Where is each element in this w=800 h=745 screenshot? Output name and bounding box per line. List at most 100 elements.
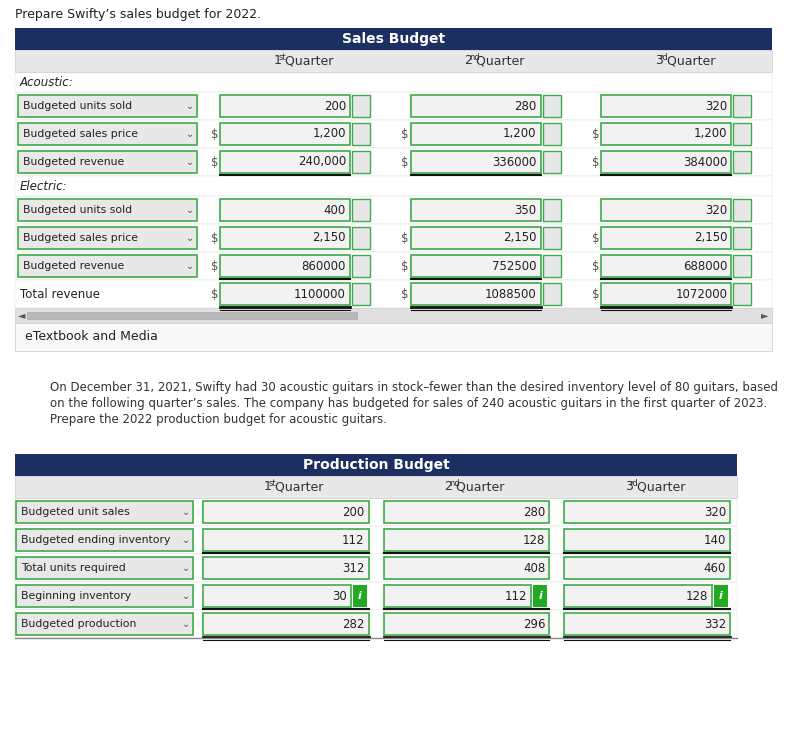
Bar <box>564 529 730 551</box>
Text: Quarter: Quarter <box>271 481 324 493</box>
Text: $: $ <box>401 232 409 244</box>
Text: 320: 320 <box>704 506 726 519</box>
Bar <box>602 95 731 117</box>
Text: Electric:: Electric: <box>20 180 68 192</box>
Text: st: st <box>268 478 276 487</box>
Bar <box>384 501 550 523</box>
Bar <box>15 582 737 610</box>
Text: 320: 320 <box>705 203 727 217</box>
Text: 200: 200 <box>342 506 365 519</box>
Text: 282: 282 <box>342 618 365 630</box>
Text: Acoustic:: Acoustic: <box>20 75 74 89</box>
Text: $: $ <box>401 288 409 300</box>
Text: $: $ <box>210 156 218 168</box>
Text: 320: 320 <box>705 100 727 112</box>
Bar <box>352 227 370 249</box>
Bar <box>18 95 197 117</box>
Text: 112: 112 <box>342 533 365 547</box>
Bar <box>542 95 561 117</box>
Bar <box>220 151 350 173</box>
Bar <box>15 323 772 351</box>
Bar <box>384 557 550 579</box>
Text: Budgeted production: Budgeted production <box>21 619 136 629</box>
Text: 2,150: 2,150 <box>694 232 727 244</box>
Text: Total revenue: Total revenue <box>20 288 100 300</box>
Bar <box>542 199 561 221</box>
Text: Beginning inventory: Beginning inventory <box>21 591 131 601</box>
Bar <box>203 501 369 523</box>
Text: 408: 408 <box>523 562 546 574</box>
Bar <box>602 283 731 305</box>
Text: 2: 2 <box>464 54 472 68</box>
Bar <box>18 255 197 277</box>
Text: 1,200: 1,200 <box>313 127 346 141</box>
Bar <box>542 151 561 173</box>
Text: ⌄: ⌄ <box>182 619 190 629</box>
Text: 112: 112 <box>505 589 527 603</box>
Bar <box>220 199 350 221</box>
Bar <box>734 227 751 249</box>
Bar <box>352 151 370 173</box>
Bar <box>602 255 731 277</box>
Bar <box>203 613 369 635</box>
Text: 1: 1 <box>274 54 282 68</box>
Text: eTextbook and Media: eTextbook and Media <box>25 331 158 343</box>
Text: i: i <box>358 591 362 601</box>
Text: 2,150: 2,150 <box>313 232 346 244</box>
Text: 200: 200 <box>324 100 346 112</box>
Bar <box>15 196 772 224</box>
Text: Prepare Swifty’s sales budget for 2022.: Prepare Swifty’s sales budget for 2022. <box>15 8 261 21</box>
Text: 3: 3 <box>654 54 662 68</box>
Text: 384000: 384000 <box>683 156 727 168</box>
Bar <box>15 148 772 176</box>
Bar <box>542 123 561 145</box>
Bar <box>734 283 751 305</box>
Bar <box>220 227 350 249</box>
Text: i: i <box>719 591 723 601</box>
Text: ⌄: ⌄ <box>182 591 190 601</box>
Text: Budgeted unit sales: Budgeted unit sales <box>21 507 130 517</box>
Bar <box>602 151 731 173</box>
Bar <box>16 557 193 579</box>
Bar <box>15 72 772 92</box>
Bar <box>602 199 731 221</box>
Bar <box>410 151 541 173</box>
Text: ⌄: ⌄ <box>186 129 194 139</box>
Bar <box>15 526 737 554</box>
Bar <box>352 123 370 145</box>
Bar <box>15 176 772 196</box>
Text: $: $ <box>592 232 599 244</box>
Text: on the following quarter’s sales. The company has budgeted for sales of 240 acou: on the following quarter’s sales. The co… <box>50 397 767 410</box>
Bar <box>15 252 772 280</box>
Text: ◄: ◄ <box>18 311 26 320</box>
Bar <box>734 123 751 145</box>
Bar <box>18 227 197 249</box>
Text: Total units required: Total units required <box>21 563 126 573</box>
Bar <box>542 255 561 277</box>
Text: $: $ <box>401 259 409 273</box>
Bar <box>15 50 772 72</box>
Bar <box>734 255 751 277</box>
Text: i: i <box>538 591 542 601</box>
Text: 240,000: 240,000 <box>298 156 346 168</box>
Text: 128: 128 <box>523 533 546 547</box>
Text: $: $ <box>210 232 218 244</box>
Text: Sales Budget: Sales Budget <box>342 32 445 46</box>
Text: On December 31, 2021, Swifty had 30 acoustic guitars in stock–fewer than the des: On December 31, 2021, Swifty had 30 acou… <box>50 381 778 394</box>
Text: Budgeted revenue: Budgeted revenue <box>23 261 124 271</box>
Text: st: st <box>278 52 286 62</box>
Bar <box>534 585 547 607</box>
Text: 688000: 688000 <box>683 259 727 273</box>
Text: 30: 30 <box>332 589 346 603</box>
Bar <box>564 501 730 523</box>
Text: Production Budget: Production Budget <box>302 458 450 472</box>
Text: ⌄: ⌄ <box>182 535 190 545</box>
Text: 336000: 336000 <box>492 156 537 168</box>
Text: 332: 332 <box>704 618 726 630</box>
Text: Budgeted ending inventory: Budgeted ending inventory <box>21 535 170 545</box>
Bar <box>15 224 772 252</box>
Bar <box>15 120 772 148</box>
Bar <box>734 151 751 173</box>
Bar <box>714 585 728 607</box>
Bar <box>410 255 541 277</box>
